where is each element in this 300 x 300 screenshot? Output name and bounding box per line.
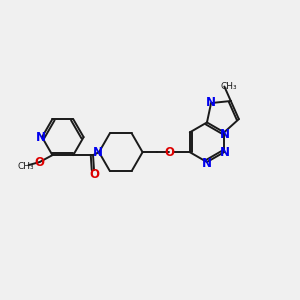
Text: N: N	[206, 96, 216, 109]
Text: CH₃: CH₃	[17, 161, 34, 170]
Text: O: O	[34, 156, 44, 169]
Text: O: O	[89, 169, 99, 182]
Text: N: N	[202, 157, 212, 169]
Text: N: N	[36, 130, 46, 144]
Text: CH₃: CH₃	[221, 82, 238, 91]
Text: N: N	[220, 128, 230, 141]
Text: O: O	[164, 146, 174, 159]
Text: N: N	[93, 146, 103, 159]
Text: N: N	[220, 146, 230, 159]
